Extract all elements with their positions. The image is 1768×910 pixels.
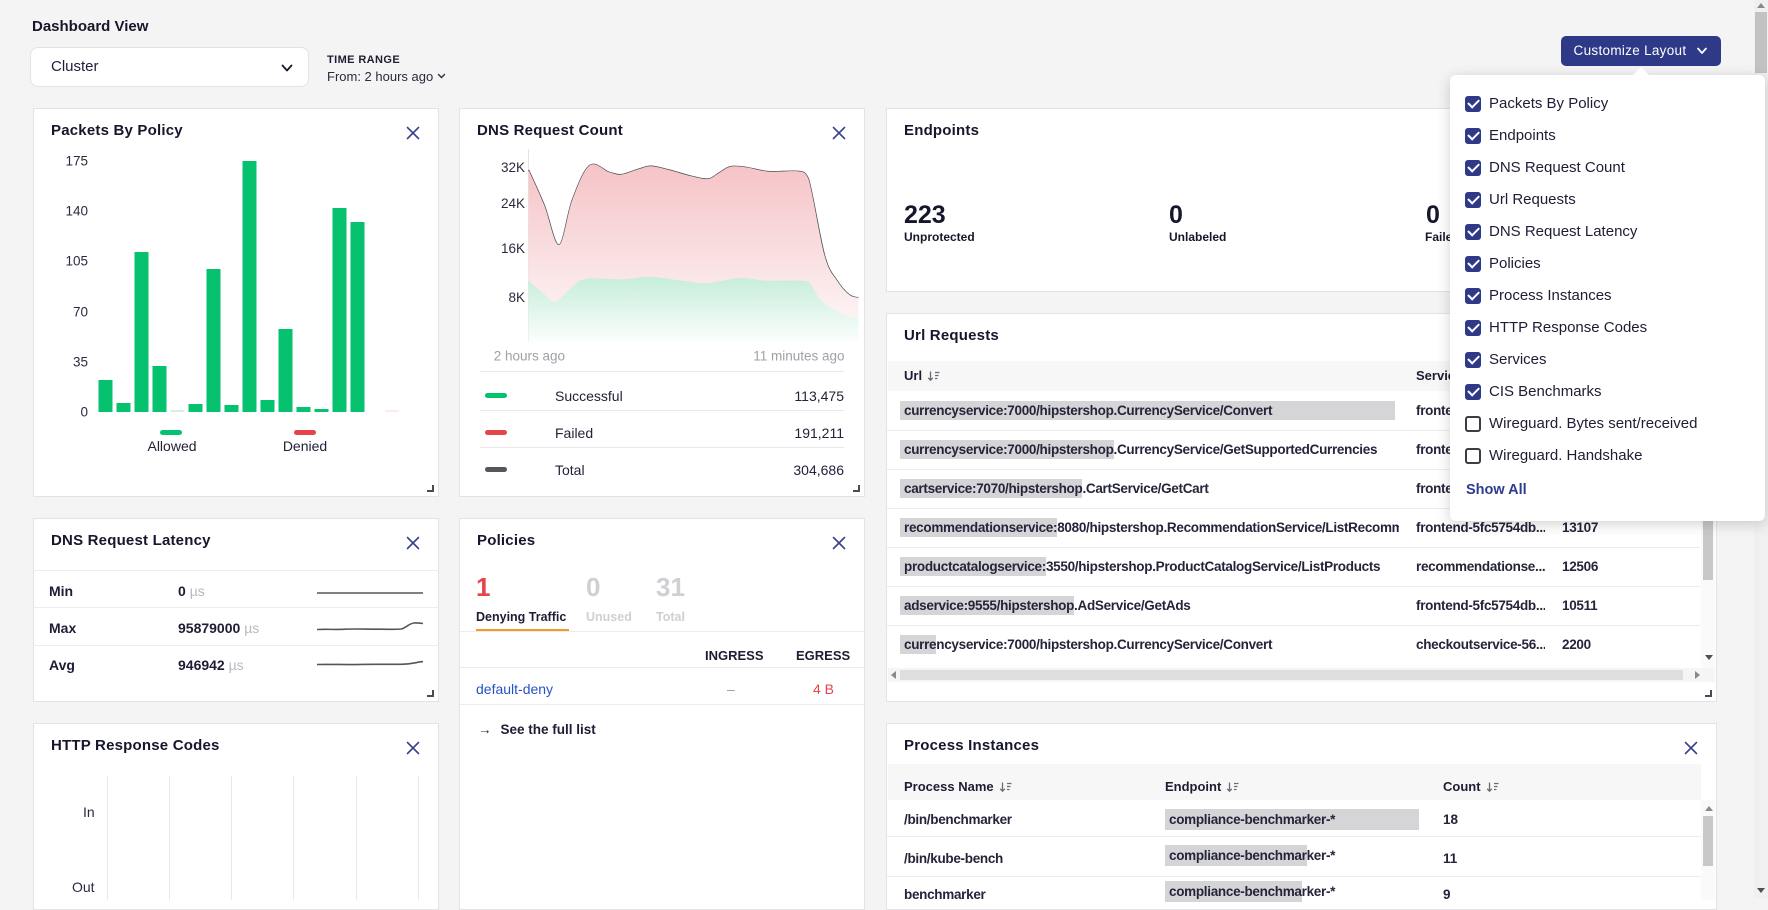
svg-text:24K: 24K xyxy=(501,196,525,211)
svg-text:70: 70 xyxy=(73,305,88,320)
svg-text:105: 105 xyxy=(65,254,88,269)
svg-text:Allowed: Allowed xyxy=(147,438,196,454)
svg-text:16K: 16K xyxy=(501,241,525,256)
svg-text:32K: 32K xyxy=(501,160,525,175)
svg-text:Denied: Denied xyxy=(283,438,327,454)
svg-text:2 hours ago: 2 hours ago xyxy=(494,349,565,364)
svg-text:140: 140 xyxy=(65,204,88,219)
svg-text:11 minutes ago: 11 minutes ago xyxy=(753,349,844,364)
svg-text:0: 0 xyxy=(80,405,88,420)
svg-text:175: 175 xyxy=(65,154,88,169)
svg-text:8K: 8K xyxy=(508,290,525,305)
svg-text:35: 35 xyxy=(73,355,88,370)
